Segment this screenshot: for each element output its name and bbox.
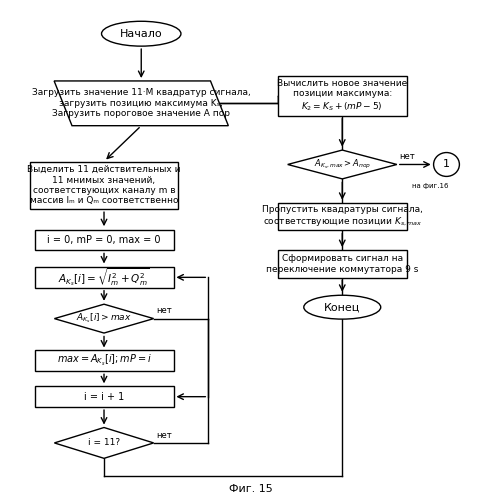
Polygon shape: [54, 81, 229, 126]
Text: $max = A_{K_s}[i]; mP = i$: $max = A_{K_s}[i]; mP = i$: [56, 354, 152, 368]
Text: на фиг.16: на фиг.16: [412, 183, 449, 189]
Text: $A_{K_s}[i]=\sqrt{I_m^2+Q_m^2}$: $A_{K_s}[i]=\sqrt{I_m^2+Q_m^2}$: [58, 266, 150, 288]
Text: нет: нет: [156, 306, 172, 314]
Text: Начало: Начало: [120, 28, 162, 38]
Text: i = 0, mP = 0, max = 0: i = 0, mP = 0, max = 0: [48, 235, 161, 245]
FancyBboxPatch shape: [34, 386, 173, 407]
Text: 1: 1: [443, 160, 450, 170]
Text: Вычислить новое значение
позиции максимума:
$K_2 = K_S + (mP - 5)$: Вычислить новое значение позиции максиму…: [277, 79, 407, 112]
FancyBboxPatch shape: [278, 250, 407, 278]
Polygon shape: [54, 428, 154, 458]
Ellipse shape: [102, 22, 181, 46]
Text: нет: нет: [156, 431, 172, 440]
Text: Загрузить значение 11·M квадратур сигнала,
загрузить позицию максимума Kₛ,
Загру: Загрузить значение 11·M квадратур сигнал…: [32, 88, 250, 118]
Polygon shape: [54, 304, 154, 333]
FancyBboxPatch shape: [278, 203, 407, 230]
Text: Фиг. 15: Фиг. 15: [228, 484, 272, 494]
Text: i = i + 1: i = i + 1: [84, 392, 124, 402]
Polygon shape: [288, 150, 397, 179]
Text: $A_{K_s,max}>A_{пор}$: $A_{K_s,max}>A_{пор}$: [314, 158, 371, 171]
Text: нет: нет: [400, 152, 415, 162]
FancyBboxPatch shape: [34, 350, 173, 372]
Text: Конец: Конец: [324, 302, 360, 312]
Text: Выделить 11 действительных и
11 мнимых значений,
соответствующих каналу m в
масс: Выделить 11 действительных и 11 мнимых з…: [28, 166, 181, 205]
FancyBboxPatch shape: [34, 267, 173, 288]
Text: Пропустить квадратуры сигнала,
соответствующие позиции $K_{s,max}$: Пропустить квадратуры сигнала, соответст…: [262, 205, 422, 229]
FancyBboxPatch shape: [34, 230, 173, 250]
Text: Сформировать сигнал на
переключение коммутатора 9 s: Сформировать сигнал на переключение комм…: [266, 254, 418, 274]
FancyBboxPatch shape: [30, 162, 178, 209]
Ellipse shape: [304, 295, 380, 319]
Text: i = 11?: i = 11?: [88, 438, 120, 448]
Text: $A_{K_s}[i]>max$: $A_{K_s}[i]>max$: [76, 312, 132, 326]
Ellipse shape: [434, 152, 460, 176]
FancyBboxPatch shape: [278, 76, 407, 116]
